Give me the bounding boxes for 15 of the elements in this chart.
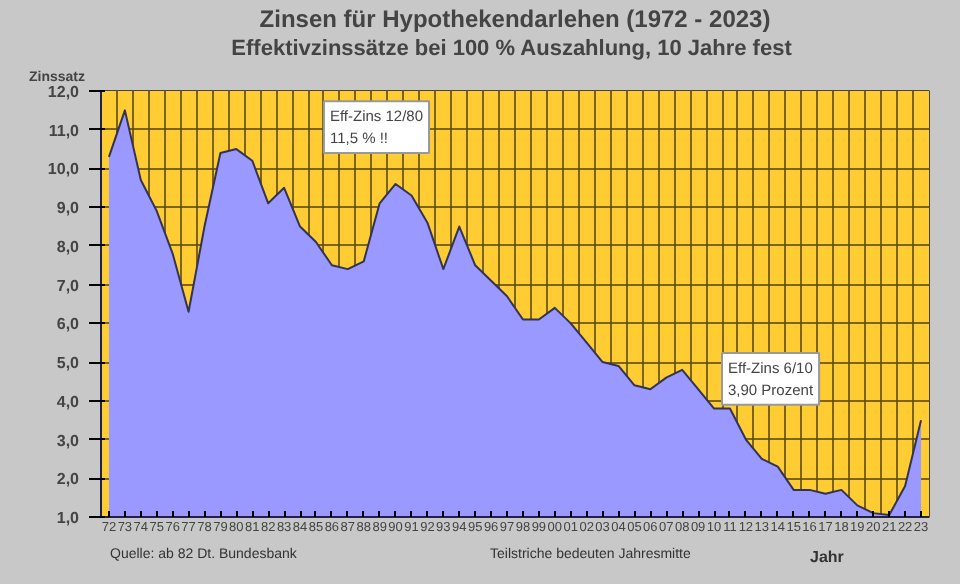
y-tick-label: 11,0 — [48, 121, 81, 140]
y-tick-label: 4,0 — [56, 392, 81, 411]
x-axis-title: Jahr — [810, 546, 844, 569]
y-tick-label: 7,0 — [56, 276, 81, 295]
y-tick-label: 12,0 — [47, 83, 81, 101]
y-tick-label: 9,0 — [56, 199, 81, 218]
y-tick-label: 6,0 — [56, 315, 81, 334]
y-tick-label: 5,0 — [56, 354, 81, 373]
y-tick-label: 2,0 — [56, 470, 81, 489]
chart-title: Zinsen für Hypothekendarlehen (1972 - 2023) — [259, 5, 771, 33]
y-tick-label: 1,0 — [56, 509, 81, 527]
y-tick-label: 8,0 — [56, 237, 81, 256]
chart-subtitle: Effektivzinssätze bei 100 % Auszahlung, 10 Jahre fest — [231, 37, 793, 61]
y-tick-label: 3,0 — [56, 431, 81, 450]
y-tick-label: 10,0 — [47, 160, 81, 179]
